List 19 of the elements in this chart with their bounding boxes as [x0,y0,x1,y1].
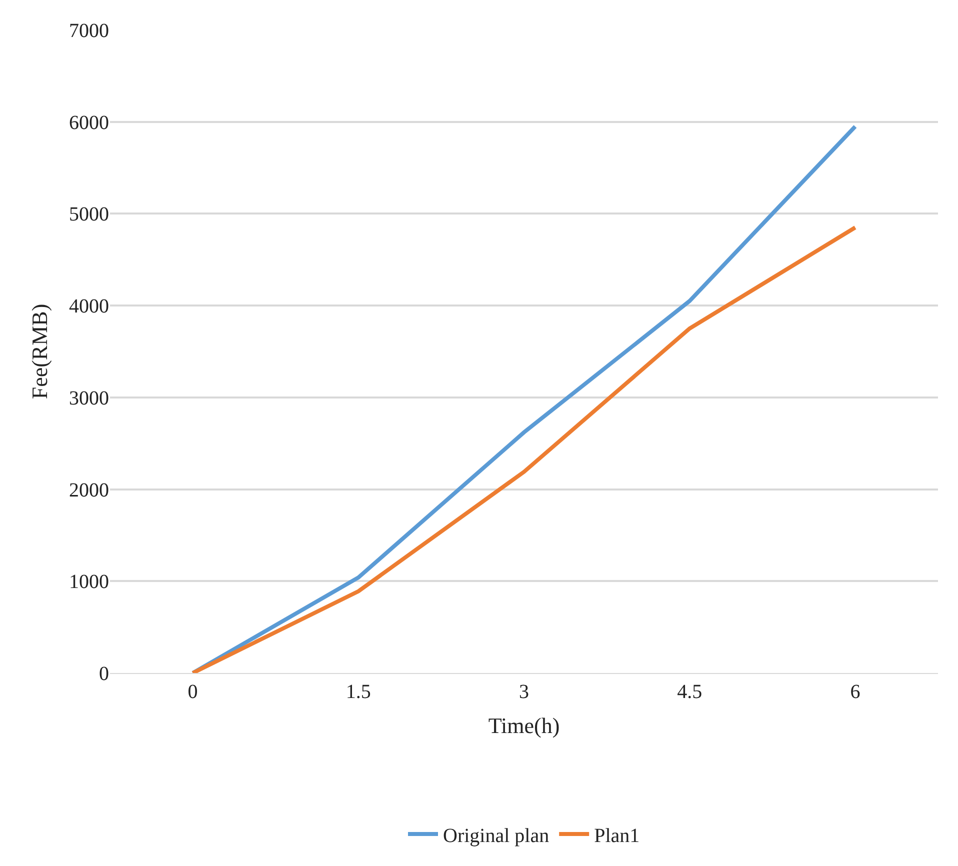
x-tick-label: 1.5 [346,681,371,703]
y-tick-label: 0 [99,663,109,685]
y-tick-label: 4000 [69,296,109,318]
y-tick-label: 1000 [69,571,109,594]
y-axis-title: Fee(RMB) [26,304,52,400]
x-axis-title: Time(h) [488,712,560,738]
legend-label: Plan1 [594,824,640,847]
y-tick-label: 7000 [69,20,109,42]
line-series [190,225,858,673]
line-series [190,124,858,673]
y-tick-label: 2000 [69,479,109,502]
x-tick-label: 6 [850,681,860,703]
legend-label: Original plan [443,824,550,847]
y-tick-label: 5000 [69,204,109,226]
x-tick-label: 3 [519,681,529,703]
x-tick-label: 0 [188,681,198,703]
y-tick-label: 3000 [69,387,109,410]
y-tick-label: 6000 [69,112,109,134]
x-tick-label: 4.5 [677,681,702,703]
